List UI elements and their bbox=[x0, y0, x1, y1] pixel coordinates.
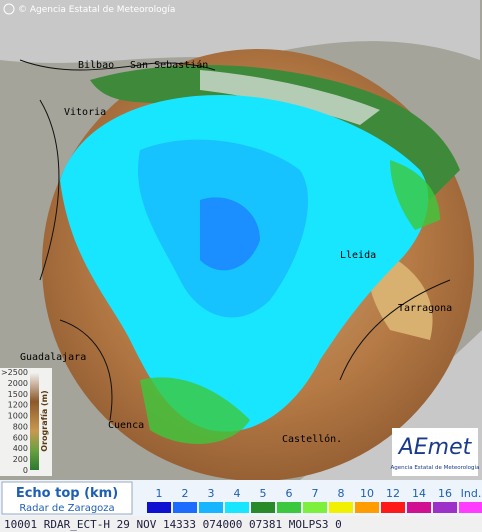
city-label: Cuenca bbox=[108, 420, 144, 431]
legend-label: 4 bbox=[234, 487, 241, 500]
legend-swatch bbox=[329, 502, 353, 513]
legend-swatch bbox=[381, 502, 405, 513]
orography-label: 800 bbox=[13, 422, 28, 431]
logo-box bbox=[392, 428, 478, 476]
legend-label: 1 bbox=[156, 487, 163, 500]
city-label: San Sebastián bbox=[130, 59, 208, 71]
legend-label: 7 bbox=[312, 487, 319, 500]
legend-swatch bbox=[407, 502, 431, 513]
city-label: Tarragona bbox=[398, 303, 452, 314]
legend: 1 2 3 4 5 6 7 8 10 12 14 16 Ind. bbox=[147, 487, 482, 513]
legend-label: 5 bbox=[260, 487, 267, 500]
orography-title: Orografía (m) bbox=[40, 390, 49, 451]
legend-swatch bbox=[433, 502, 457, 513]
legend-label: 14 bbox=[412, 487, 426, 500]
legend-label: Ind. bbox=[461, 487, 482, 500]
legend-swatch bbox=[355, 502, 379, 513]
legend-subtitle: Radar de Zaragoza bbox=[19, 503, 114, 514]
legend-label: 2 bbox=[182, 487, 189, 500]
legend-swatch bbox=[459, 502, 482, 513]
sea bbox=[0, 0, 480, 63]
legend-label: 6 bbox=[286, 487, 293, 500]
legend-title: Echo top (km) bbox=[16, 486, 118, 501]
copyright-icon bbox=[3, 3, 15, 15]
legend-swatch bbox=[277, 502, 301, 513]
legend-label: 8 bbox=[338, 487, 345, 500]
orography-label: >2500 bbox=[1, 368, 28, 377]
orography-label: 0 bbox=[23, 466, 28, 475]
legend-swatch bbox=[199, 502, 223, 513]
legend-swatch bbox=[225, 502, 249, 513]
legend-label: 10 bbox=[360, 487, 374, 500]
copyright: © Agencia Estatal de Meteorología bbox=[18, 5, 175, 15]
city-label: Bilbao bbox=[78, 60, 114, 71]
orography-label: 1500 bbox=[8, 390, 28, 399]
logo-subtitle: Agencia Estatal de Meteorología bbox=[391, 464, 480, 471]
legend-title-box bbox=[1, 481, 133, 515]
legend-swatch bbox=[251, 502, 275, 513]
orography-label: 1200 bbox=[8, 401, 28, 410]
footer-text: 10001 RDAR_ECT-H 29 NOV 14333 074000 073… bbox=[4, 518, 342, 531]
logo-name: AEmet bbox=[397, 435, 473, 460]
echo-area bbox=[140, 377, 250, 444]
echo-area bbox=[200, 197, 260, 271]
city-label: Vitoria bbox=[64, 107, 106, 118]
terrain-peaks bbox=[200, 70, 380, 125]
legend-label: 16 bbox=[438, 487, 452, 500]
city-label: Lleida bbox=[340, 250, 376, 261]
orography-label: 600 bbox=[13, 433, 28, 442]
orography-label: 2000 bbox=[8, 379, 28, 388]
legend-swatch bbox=[303, 502, 327, 513]
border bbox=[19, 59, 216, 71]
legend-label: 12 bbox=[386, 487, 400, 500]
legend-swatch bbox=[147, 502, 171, 513]
legend-swatch bbox=[173, 502, 197, 513]
orography-label: 200 bbox=[13, 455, 28, 464]
orography-label: 1000 bbox=[8, 412, 28, 421]
city-label: Guadalajara bbox=[20, 352, 86, 363]
orography-bar bbox=[30, 372, 39, 470]
city-label: Castellón. bbox=[282, 433, 342, 445]
orography-panel bbox=[0, 368, 52, 476]
echo-area bbox=[390, 160, 440, 230]
legend-label: 3 bbox=[208, 487, 215, 500]
border bbox=[39, 99, 451, 421]
orography-label: 400 bbox=[13, 444, 28, 453]
footer-band bbox=[0, 516, 482, 532]
